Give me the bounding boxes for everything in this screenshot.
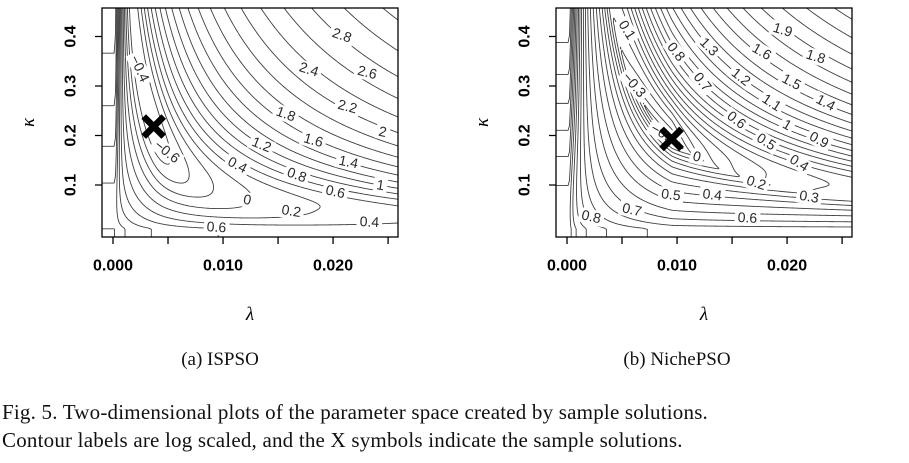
contour-plots-canvas bbox=[0, 0, 909, 340]
figure-caption-line2: Contour labels are log scaled, and the X… bbox=[2, 428, 683, 452]
figure-caption: Fig. 5. Two-dimensional plots of the par… bbox=[2, 398, 908, 454]
figure-caption-line1: Fig. 5. Two-dimensional plots of the par… bbox=[2, 400, 709, 424]
subfigure-a-caption: (a) ISPSO bbox=[181, 349, 259, 370]
subfigure-b-caption: (b) NichePSO bbox=[623, 349, 731, 370]
